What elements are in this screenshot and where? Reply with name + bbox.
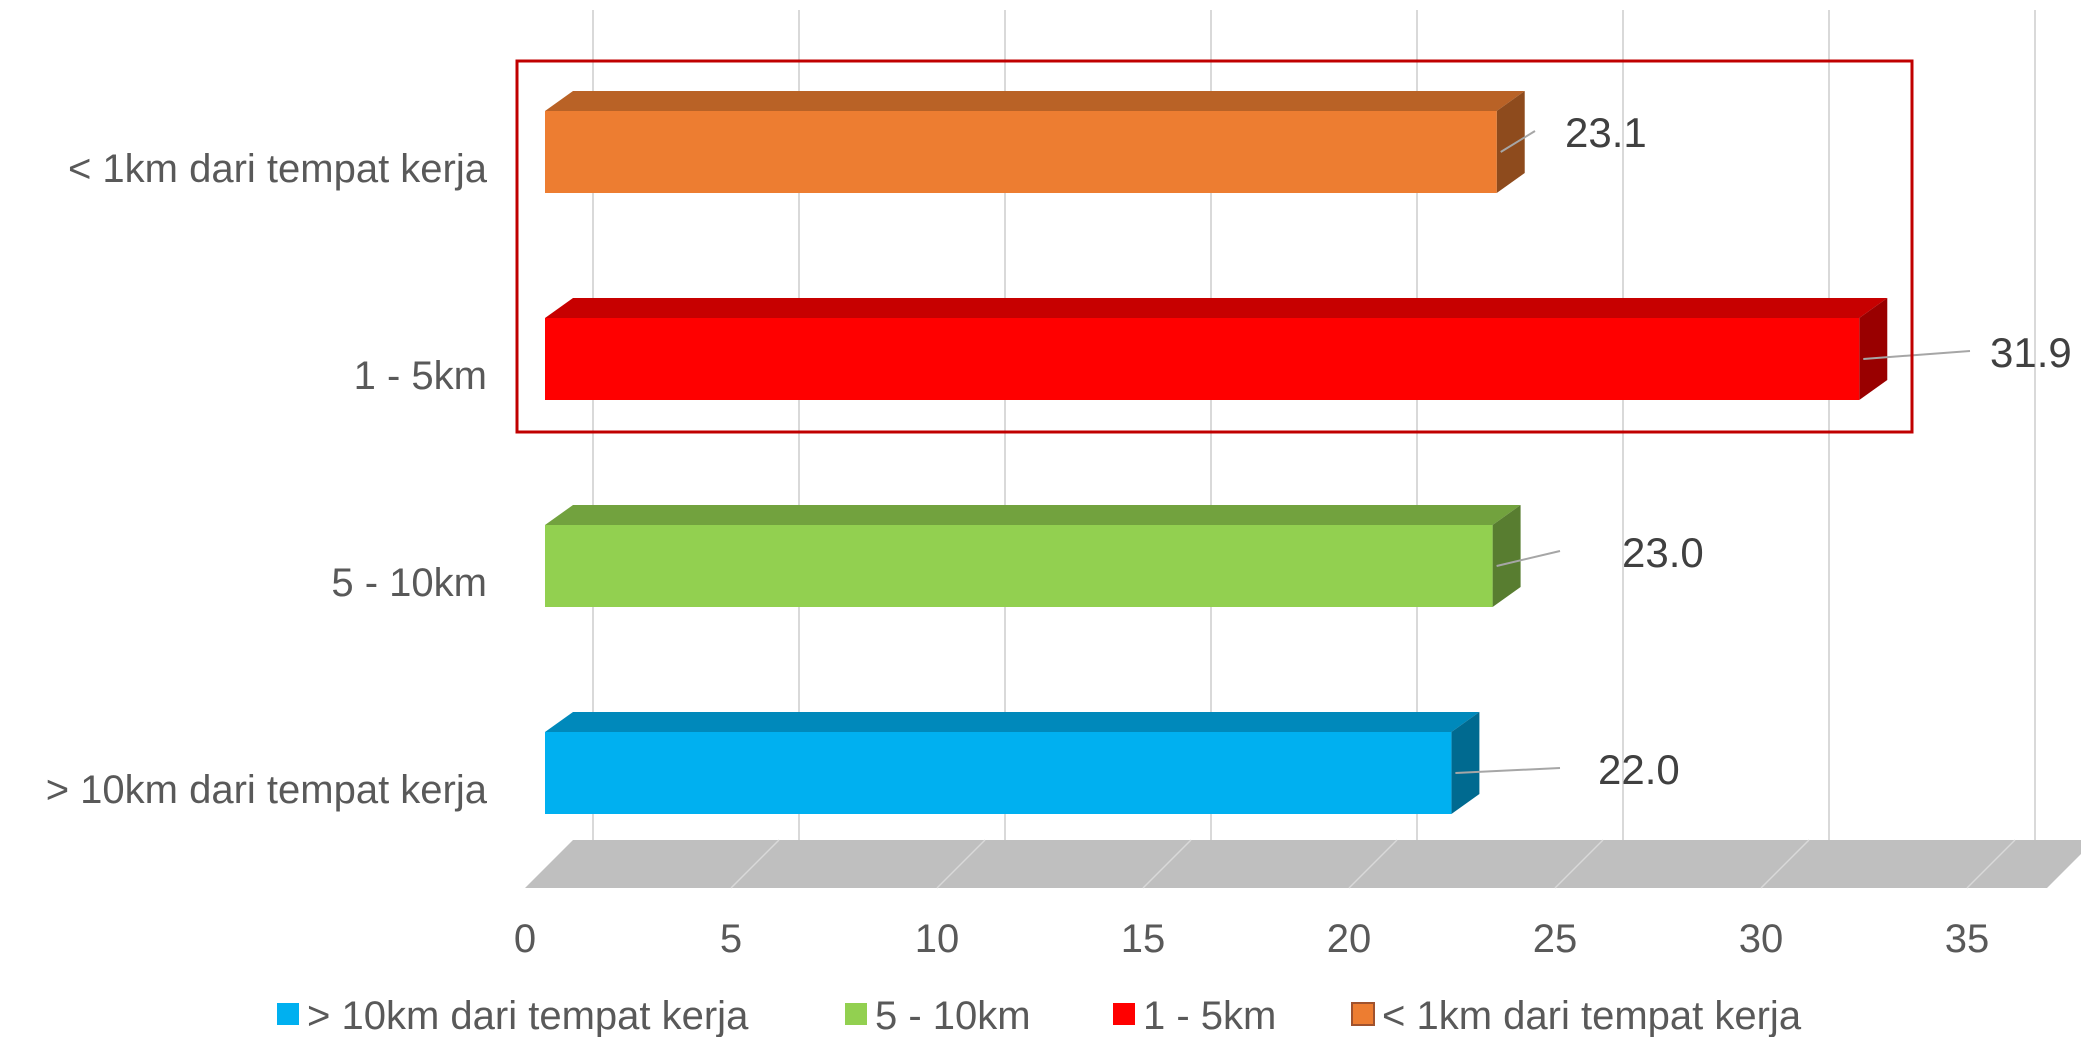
leader-line: [1500, 130, 1536, 153]
floor-gridline: [730, 839, 780, 889]
leader-line: [1863, 350, 1971, 360]
x-tick-label: 35: [1945, 917, 1990, 961]
legend-swatch: [845, 1003, 867, 1025]
bar-front-face: [545, 732, 1452, 814]
bar-front-face: [545, 525, 1493, 607]
legend-label: 1 - 5km: [1143, 994, 1276, 1037]
legend-label: < 1km dari tempat kerja: [1382, 994, 1802, 1037]
x-tick-label: 20: [1327, 917, 1372, 961]
bar-top-face: [545, 712, 1480, 732]
data-label: 22.0: [1598, 746, 1680, 793]
floor-gridline: [1554, 839, 1604, 889]
floor-gridlines: [730, 839, 2016, 889]
floor-gridline: [936, 839, 986, 889]
x-axis-ticks: 0 5 10 15 20 25 30 35: [514, 917, 1989, 961]
data-label: 23.0: [1622, 529, 1704, 576]
y-axis-label: 5 - 10km: [331, 561, 487, 605]
x-tick-label: 5: [720, 917, 742, 961]
leader-line: [1496, 550, 1561, 567]
floor-gridline: [1966, 839, 2016, 889]
bar-side-face: [1859, 298, 1888, 400]
bar-top-face: [545, 505, 1521, 525]
leader-line: [1455, 767, 1561, 774]
legend-swatch: [1351, 1002, 1375, 1026]
floor-gridline: [1348, 839, 1398, 889]
bar-front-face: [545, 318, 1860, 400]
x-tick-label: 15: [1121, 917, 1166, 961]
data-labels: 22.0 23.0 31.9 23.1: [1565, 109, 2072, 793]
bar-1: [545, 505, 1521, 607]
data-label: 31.9: [1990, 329, 2072, 376]
bar-top-face: [545, 298, 1888, 318]
x-tick-label: 30: [1739, 917, 1784, 961]
chart-floor: [525, 840, 2081, 888]
bar-side-face: [1492, 505, 1521, 607]
floor-gridline: [1142, 839, 1192, 889]
y-axis-labels: > 10km dari tempat kerja 5 - 10km 1 - 5km <…: [46, 147, 488, 812]
bar-side-face: [1496, 91, 1525, 193]
bar-top-face: [545, 91, 1525, 111]
bars: [545, 91, 1888, 814]
bar-3: [545, 91, 1525, 193]
floor-gridline: [1760, 839, 1810, 889]
x-tick-label: 10: [915, 917, 960, 961]
legend-label: > 10km dari tempat kerja: [307, 994, 749, 1037]
y-axis-label: 1 - 5km: [354, 354, 487, 398]
bar-2: [545, 298, 1888, 400]
data-label-leaders: [1455, 130, 1971, 774]
bar-side-face: [1451, 712, 1480, 814]
y-axis-label: < 1km dari tempat kerja: [68, 147, 488, 191]
y-axis-label: > 10km dari tempat kerja: [46, 768, 488, 812]
legend: > 10km dari tempat kerja 5 - 10km 1 - 5km <…: [277, 994, 1802, 1037]
highlight-box: [515, 59, 1914, 434]
bar-front-face: [545, 111, 1497, 193]
x-tick-label: 25: [1533, 917, 1578, 961]
bar-0: [545, 712, 1480, 814]
legend-swatch: [277, 1003, 299, 1025]
x-tick-label: 0: [514, 917, 536, 961]
legend-label: 5 - 10km: [875, 994, 1031, 1037]
legend-swatch: [1113, 1003, 1135, 1025]
data-label: 23.1: [1565, 109, 1647, 156]
